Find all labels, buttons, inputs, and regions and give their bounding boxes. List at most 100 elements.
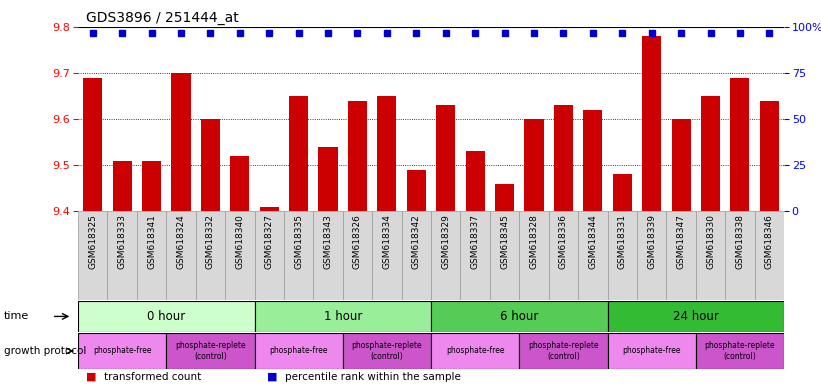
Bar <box>225 211 255 300</box>
Text: GDS3896 / 251444_at: GDS3896 / 251444_at <box>86 11 239 25</box>
Text: phosphate-free: phosphate-free <box>446 346 504 356</box>
Bar <box>642 36 661 211</box>
Bar <box>401 211 431 300</box>
Bar <box>255 211 284 300</box>
Bar <box>578 211 608 300</box>
Text: GSM618338: GSM618338 <box>736 214 745 269</box>
Text: GSM618333: GSM618333 <box>117 214 126 269</box>
Text: 0 hour: 0 hour <box>147 310 186 323</box>
Text: 24 hour: 24 hour <box>673 310 718 323</box>
Bar <box>255 333 343 369</box>
Bar <box>490 211 519 300</box>
Text: phosphate-free: phosphate-free <box>622 346 681 356</box>
Bar <box>608 211 637 300</box>
Text: GSM618334: GSM618334 <box>383 214 392 269</box>
Bar <box>195 211 225 300</box>
Bar <box>696 211 725 300</box>
Text: ■: ■ <box>86 372 97 382</box>
Text: GSM618342: GSM618342 <box>412 214 421 268</box>
Bar <box>725 211 754 300</box>
Bar <box>378 96 397 211</box>
Bar <box>406 170 426 211</box>
Bar <box>372 211 401 300</box>
Bar <box>230 156 250 211</box>
Text: GSM618347: GSM618347 <box>677 214 686 269</box>
Text: phosphate-replete
(control): phosphate-replete (control) <box>704 341 775 361</box>
Bar <box>343 333 431 369</box>
Bar <box>519 211 548 300</box>
Bar <box>754 211 784 300</box>
Text: 1 hour: 1 hour <box>323 310 362 323</box>
Text: phosphate-replete
(control): phosphate-replete (control) <box>175 341 245 361</box>
Text: GSM618344: GSM618344 <box>589 214 598 268</box>
Text: GSM618330: GSM618330 <box>706 214 715 269</box>
Text: percentile rank within the sample: percentile rank within the sample <box>285 372 461 382</box>
Bar <box>608 333 696 369</box>
Bar <box>695 333 784 369</box>
Bar <box>759 101 779 211</box>
Bar <box>637 211 667 300</box>
Bar <box>83 78 103 211</box>
Bar <box>112 161 131 211</box>
Text: GSM618335: GSM618335 <box>294 214 303 269</box>
Bar <box>137 211 166 300</box>
Text: GSM618343: GSM618343 <box>323 214 333 269</box>
Text: GSM618328: GSM618328 <box>530 214 539 269</box>
Bar <box>142 161 161 211</box>
Bar <box>289 96 308 211</box>
Text: growth protocol: growth protocol <box>4 346 86 356</box>
Text: phosphate-free: phosphate-free <box>93 346 151 356</box>
Text: time: time <box>4 311 30 321</box>
Text: ■: ■ <box>267 372 277 382</box>
Bar <box>259 207 279 211</box>
Text: GSM618326: GSM618326 <box>353 214 362 269</box>
Text: GSM618339: GSM618339 <box>647 214 656 269</box>
Bar <box>495 184 514 211</box>
Bar <box>78 301 255 332</box>
Bar <box>525 119 544 211</box>
Bar <box>108 211 137 300</box>
Bar <box>436 105 456 211</box>
Bar <box>612 174 632 211</box>
Bar <box>431 211 461 300</box>
Text: GSM618345: GSM618345 <box>500 214 509 269</box>
Text: GSM618337: GSM618337 <box>470 214 479 269</box>
Text: GSM618325: GSM618325 <box>88 214 97 269</box>
Text: phosphate-replete
(control): phosphate-replete (control) <box>351 341 422 361</box>
Bar <box>667 211 695 300</box>
Text: GSM618324: GSM618324 <box>177 214 186 268</box>
Text: GSM618332: GSM618332 <box>206 214 215 269</box>
Bar <box>701 96 720 211</box>
Bar <box>166 333 255 369</box>
Text: GSM618327: GSM618327 <box>264 214 273 269</box>
Text: transformed count: transformed count <box>104 372 201 382</box>
Text: GSM618336: GSM618336 <box>559 214 568 269</box>
Bar <box>583 110 603 211</box>
Bar <box>554 105 573 211</box>
Text: GSM618331: GSM618331 <box>617 214 626 269</box>
Bar <box>284 211 314 300</box>
Bar <box>78 333 166 369</box>
Text: phosphate-replete
(control): phosphate-replete (control) <box>528 341 599 361</box>
Bar <box>519 333 608 369</box>
Text: 6 hour: 6 hour <box>500 310 539 323</box>
Bar <box>431 301 608 332</box>
Bar <box>431 333 519 369</box>
Text: GSM618341: GSM618341 <box>147 214 156 269</box>
Text: phosphate-free: phosphate-free <box>269 346 328 356</box>
Bar <box>731 78 750 211</box>
Bar <box>166 211 195 300</box>
Bar <box>314 211 343 300</box>
Bar <box>461 211 490 300</box>
Text: GSM618329: GSM618329 <box>441 214 450 269</box>
Bar <box>608 301 784 332</box>
Bar <box>672 119 690 211</box>
Bar <box>548 211 578 300</box>
Bar <box>319 147 337 211</box>
Bar <box>78 211 108 300</box>
Bar <box>172 73 190 211</box>
Bar <box>255 301 431 332</box>
Text: GSM618340: GSM618340 <box>236 214 245 269</box>
Bar <box>343 211 372 300</box>
Text: GSM618346: GSM618346 <box>765 214 774 269</box>
